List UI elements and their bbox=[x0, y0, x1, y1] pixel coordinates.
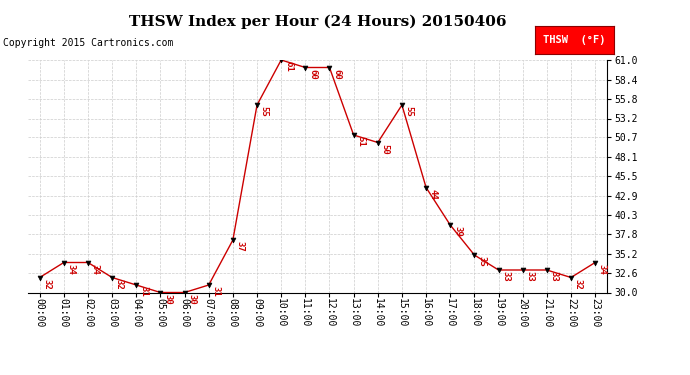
Text: THSW Index per Hour (24 Hours) 20150406: THSW Index per Hour (24 Hours) 20150406 bbox=[128, 15, 506, 29]
Text: THSW  (°F): THSW (°F) bbox=[543, 35, 606, 45]
Text: 34: 34 bbox=[91, 264, 100, 274]
Text: 33: 33 bbox=[502, 272, 511, 282]
Text: 32: 32 bbox=[43, 279, 52, 290]
Text: 55: 55 bbox=[260, 106, 269, 117]
Text: 50: 50 bbox=[381, 144, 390, 154]
Text: 60: 60 bbox=[333, 69, 342, 80]
Text: 39: 39 bbox=[453, 226, 462, 237]
Text: 30: 30 bbox=[164, 294, 172, 304]
Text: 34: 34 bbox=[598, 264, 607, 274]
Text: 61: 61 bbox=[284, 62, 293, 72]
Text: 60: 60 bbox=[308, 69, 317, 80]
Text: 32: 32 bbox=[115, 279, 124, 290]
Text: 30: 30 bbox=[188, 294, 197, 304]
Text: 31: 31 bbox=[139, 286, 148, 297]
Text: 31: 31 bbox=[212, 286, 221, 297]
Text: 37: 37 bbox=[236, 242, 245, 252]
Text: 55: 55 bbox=[405, 106, 414, 117]
Text: 34: 34 bbox=[67, 264, 76, 274]
Text: 33: 33 bbox=[526, 272, 535, 282]
Text: 35: 35 bbox=[477, 256, 486, 267]
Text: Copyright 2015 Cartronics.com: Copyright 2015 Cartronics.com bbox=[3, 38, 174, 48]
Text: 44: 44 bbox=[429, 189, 438, 200]
Text: 32: 32 bbox=[574, 279, 583, 290]
Text: 51: 51 bbox=[357, 136, 366, 147]
Text: 33: 33 bbox=[550, 272, 559, 282]
